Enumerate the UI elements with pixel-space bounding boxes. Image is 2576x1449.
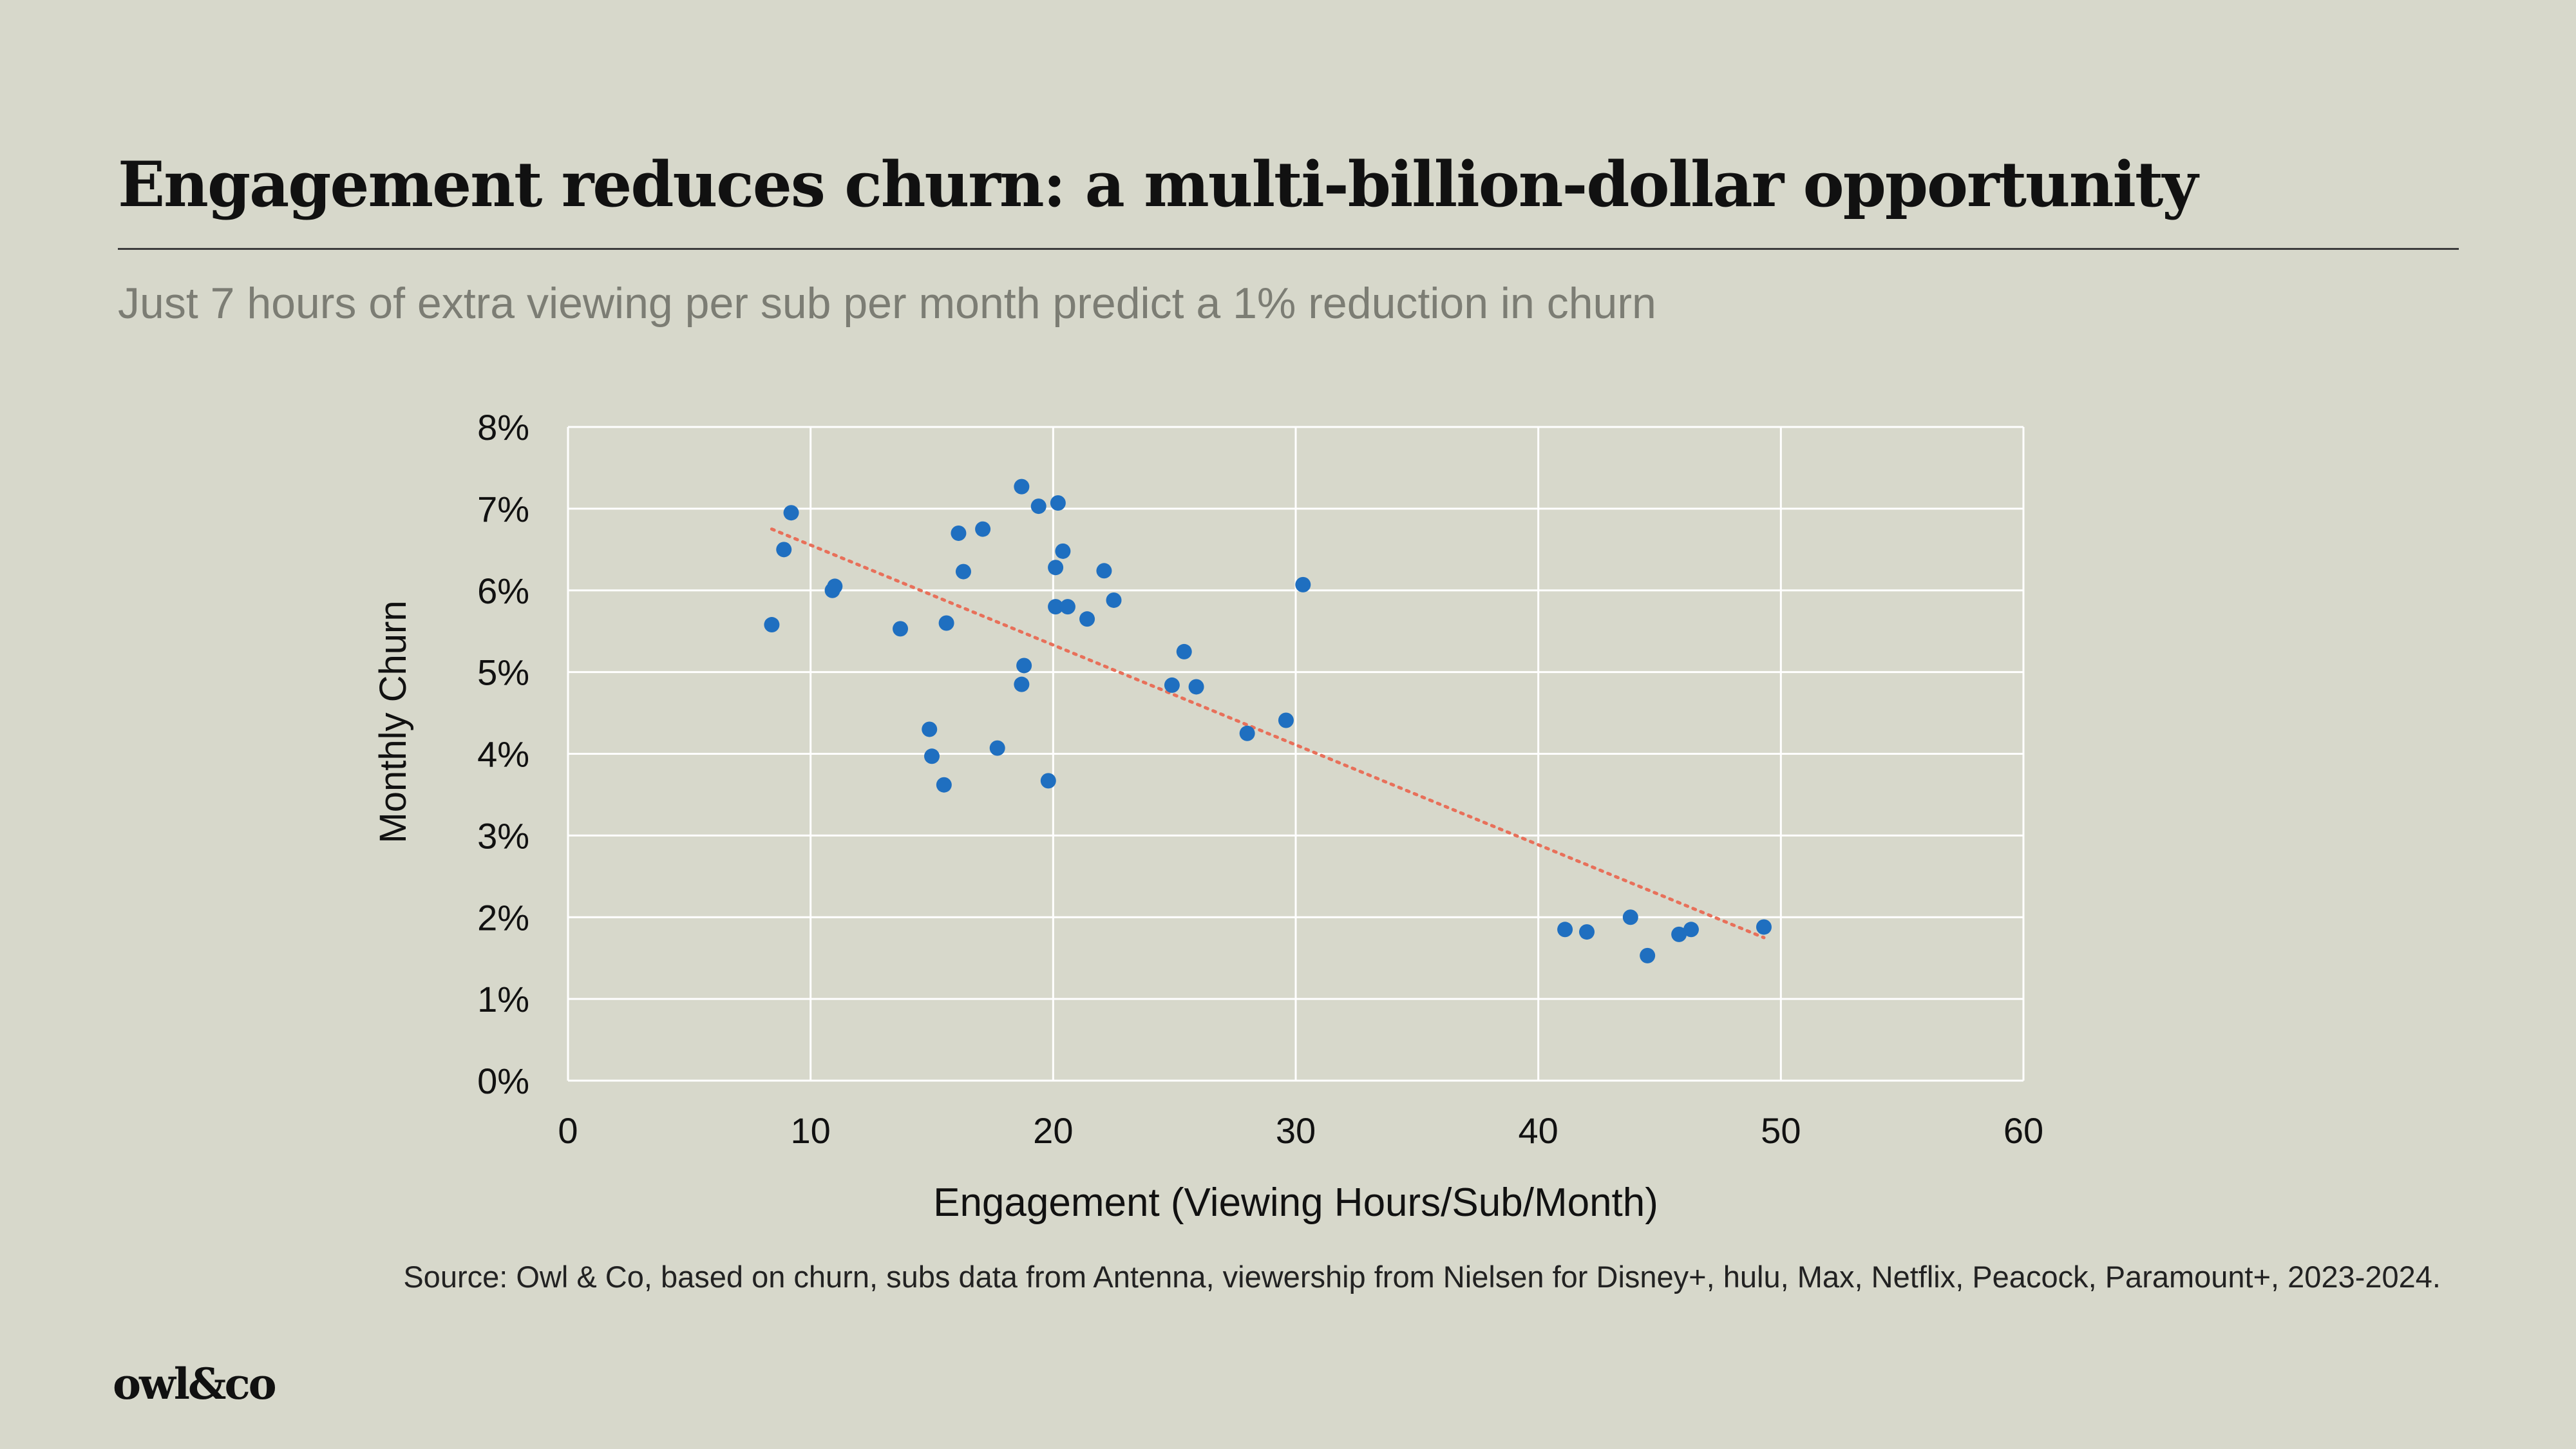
x-tick-label: 60 [2003, 1110, 2043, 1151]
trendline-layer [770, 527, 1766, 940]
y-tick-label: 5% [477, 652, 529, 693]
x-tick-label: 40 [1519, 1110, 1558, 1151]
y-tick-label: 6% [477, 571, 529, 611]
data-point [1016, 658, 1032, 674]
data-point [1055, 543, 1071, 559]
page-title: Engagement reduces churn: a multi-billio… [118, 148, 2198, 221]
y-tick-label: 0% [477, 1061, 529, 1101]
data-point [1040, 773, 1056, 789]
data-point [936, 777, 952, 793]
x-tick-label: 50 [1761, 1110, 1801, 1151]
y-tick-label: 3% [477, 815, 529, 856]
y-tick-label: 2% [477, 897, 529, 938]
data-point [1014, 478, 1030, 495]
data-point [1106, 592, 1122, 608]
y-tick-label: 7% [477, 489, 529, 529]
data-point [783, 505, 799, 521]
owl-co-logo: owl&co [113, 1359, 277, 1409]
data-point [1048, 560, 1064, 576]
data-point [1048, 599, 1064, 615]
y-axis-label: Monthly Churn [372, 600, 414, 843]
data-point [1164, 677, 1180, 693]
x-tick-label: 30 [1276, 1110, 1316, 1151]
y-tick-label: 1% [477, 979, 529, 1019]
data-point [764, 617, 780, 633]
y-axis-ticks: 0% 1% 2% 3% 4% 5% 6% 7% 8% [477, 407, 529, 1101]
data-point [1295, 576, 1311, 592]
data-point [922, 721, 938, 737]
data-point [1579, 924, 1595, 940]
y-tick-label: 4% [477, 734, 529, 775]
data-point [1756, 919, 1772, 935]
data-point [1014, 676, 1030, 692]
data-point [1030, 498, 1046, 515]
data-point [1683, 922, 1699, 938]
data-point [1050, 495, 1066, 511]
data-point [1278, 712, 1294, 728]
grid-lines [567, 426, 2025, 1082]
data-point [1557, 922, 1573, 938]
trendline [770, 527, 1766, 940]
data-point [776, 542, 792, 558]
data-point [955, 564, 971, 580]
data-point [938, 615, 954, 631]
data-point [989, 740, 1005, 756]
y-tick-label: 8% [477, 407, 529, 448]
x-tick-label: 0 [558, 1110, 578, 1151]
data-point [951, 525, 967, 541]
x-axis-label: Engagement (Viewing Hours/Sub/Month) [933, 1180, 1658, 1225]
data-point [893, 621, 909, 637]
data-points [764, 478, 1772, 963]
data-point [827, 578, 843, 594]
data-point [1188, 679, 1204, 695]
data-point [1622, 909, 1638, 925]
page-subtitle: Just 7 hours of extra viewing per sub pe… [118, 279, 1656, 328]
x-tick-label: 20 [1033, 1110, 1073, 1151]
x-tick-label: 10 [791, 1110, 831, 1151]
x-axis-ticks: 0 10 20 30 40 50 60 [558, 1110, 2043, 1151]
source-note: Source: Owl & Co, based on churn, subs d… [403, 1260, 2441, 1294]
title-divider [118, 248, 2459, 250]
data-point [1239, 725, 1255, 741]
data-point [1176, 643, 1192, 659]
data-point [1079, 611, 1095, 627]
data-point [924, 748, 940, 764]
data-point [1059, 599, 1075, 615]
data-point [1096, 563, 1112, 579]
data-point [1671, 926, 1687, 942]
data-point [975, 521, 991, 537]
data-point [1640, 947, 1656, 963]
